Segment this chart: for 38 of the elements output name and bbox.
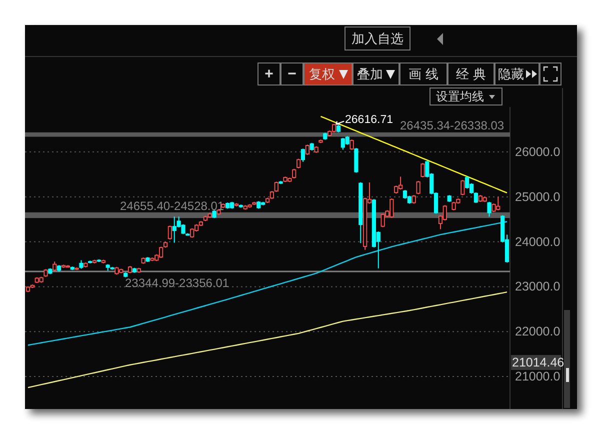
line-series	[27, 221, 508, 346]
candlestick	[487, 201, 492, 218]
line-series	[320, 116, 508, 194]
text: 经 典	[456, 66, 486, 82]
band-label: 24655.40-24528.01	[120, 199, 224, 214]
line-series	[27, 291, 508, 388]
y-tick-label: 26000.0	[515, 144, 560, 159]
text: 叠加	[357, 66, 383, 82]
band-label: 26435.34-26338.03	[400, 118, 504, 133]
candlestick	[465, 176, 470, 189]
candlestick	[474, 192, 478, 204]
candlestick	[292, 168, 296, 179]
candlestick	[420, 162, 425, 178]
text: 隐藏	[498, 66, 524, 82]
candlestick	[305, 144, 310, 156]
candlestick	[274, 181, 278, 192]
text: 21014.46	[512, 356, 564, 370]
text: 复权	[309, 66, 335, 82]
candlestick	[442, 204, 447, 221]
candlestick	[354, 148, 358, 174]
y-tick-label: 22000.0	[515, 324, 560, 339]
text: 设置均线	[436, 90, 484, 104]
text: +	[264, 66, 274, 82]
y-tick-label: 24000.0	[515, 234, 560, 249]
annotation: 26616.71	[345, 114, 393, 126]
text: 加入自选	[352, 31, 404, 46]
y-tick-label: 25000.0	[515, 190, 560, 204]
band-label: 23344.99-23356.01	[125, 276, 230, 290]
y-tick-label: 21000.0	[515, 370, 560, 384]
candlestick	[416, 180, 420, 195]
candlestick	[300, 148, 306, 162]
candlestick	[460, 179, 465, 196]
y-tick-label: 23000.0	[515, 280, 560, 294]
text: −	[288, 66, 297, 82]
text: 画 线	[408, 66, 438, 82]
candlestick	[350, 139, 354, 150]
candlestick	[168, 225, 172, 240]
candlestick	[52, 261, 57, 272]
